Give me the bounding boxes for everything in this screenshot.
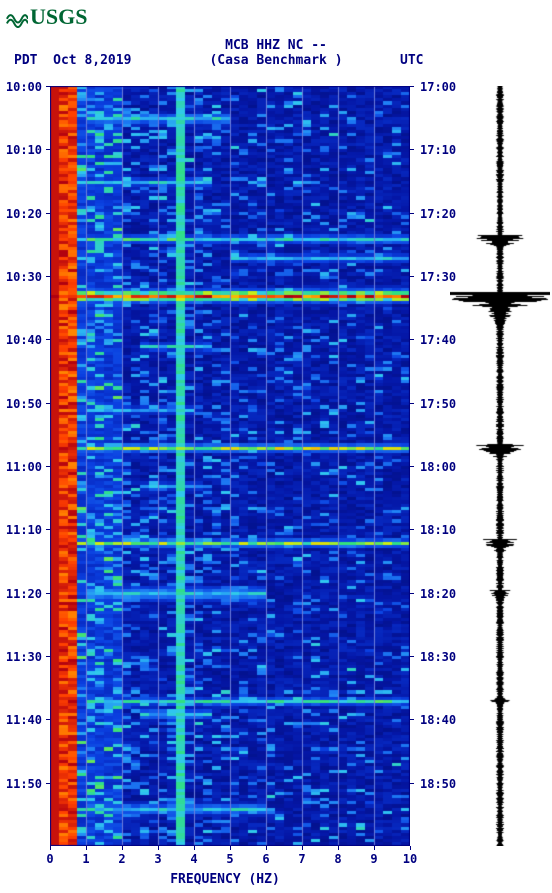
left-tz-label: PDT Oct 8,2019 — [14, 53, 131, 68]
xtick: 7 — [298, 852, 305, 866]
ytick-left: 11:30 — [4, 650, 42, 664]
wave-icon — [6, 6, 28, 28]
ytick-right: 17:40 — [420, 333, 456, 347]
ytick-left: 11:20 — [4, 587, 42, 601]
ytick-left: 10:40 — [4, 333, 42, 347]
x-axis-label: FREQUENCY (HZ) — [0, 872, 450, 887]
spectrogram-plot — [50, 86, 410, 846]
ytick-right: 17:30 — [420, 270, 456, 284]
xtick: 1 — [82, 852, 89, 866]
ytick-left: 10:10 — [4, 143, 42, 157]
logo-text: USGS — [30, 4, 87, 30]
seismogram-panel — [450, 86, 550, 846]
right-tz-label: UTC — [400, 53, 423, 68]
ytick-left: 10:20 — [4, 207, 42, 221]
ytick-right: 17:10 — [420, 143, 456, 157]
xtick: 2 — [118, 852, 125, 866]
xtick: 3 — [154, 852, 161, 866]
xtick: 6 — [262, 852, 269, 866]
spectrogram-canvas — [50, 86, 410, 846]
xtick: 4 — [190, 852, 197, 866]
ytick-right: 18:40 — [420, 713, 456, 727]
xtick: 0 — [46, 852, 53, 866]
ytick-left: 10:50 — [4, 397, 42, 411]
ytick-right: 17:50 — [420, 397, 456, 411]
xtick: 8 — [334, 852, 341, 866]
ytick-right: 17:00 — [420, 80, 456, 94]
seismogram-canvas — [450, 86, 550, 846]
ytick-right: 18:00 — [420, 460, 456, 474]
xtick: 10 — [403, 852, 417, 866]
ytick-left: 10:30 — [4, 270, 42, 284]
ytick-left: 10:00 — [4, 80, 42, 94]
xtick: 5 — [226, 852, 233, 866]
ytick-right: 18:30 — [420, 650, 456, 664]
ytick-right: 18:50 — [420, 777, 456, 791]
xtick: 9 — [370, 852, 377, 866]
ytick-right: 18:10 — [420, 523, 456, 537]
ytick-right: 18:20 — [420, 587, 456, 601]
ytick-left: 11:10 — [4, 523, 42, 537]
page-root: USGS MCB HHZ NC -- (Casa Benchmark ) PDT… — [0, 0, 552, 893]
ytick-left: 11:40 — [4, 713, 42, 727]
ytick-left: 11:00 — [4, 460, 42, 474]
ytick-right: 17:20 — [420, 207, 456, 221]
title-line1: MCB HHZ NC -- — [0, 38, 552, 53]
ytick-left: 11:50 — [4, 777, 42, 791]
usgs-logo: USGS — [6, 4, 87, 30]
